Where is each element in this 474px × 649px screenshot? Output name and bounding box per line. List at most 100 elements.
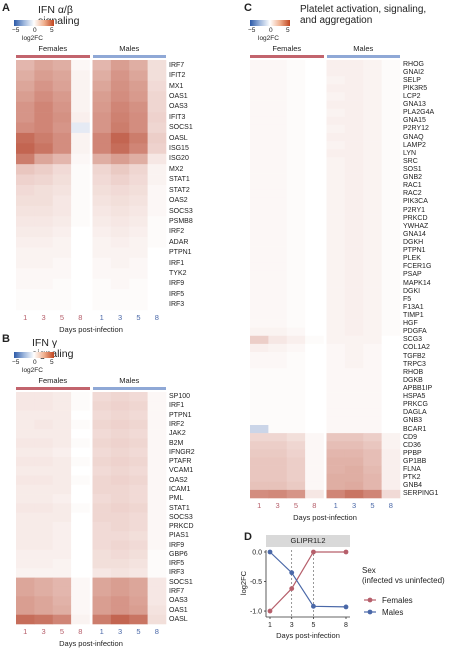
heatmap-cell [34, 257, 54, 269]
heatmap-cell [250, 327, 269, 337]
heatmap-cell [52, 484, 72, 495]
heatmap-cell [129, 122, 148, 134]
heatmap-cell [34, 456, 54, 467]
gene-label: RHOB [403, 368, 424, 376]
heatmap-cell [71, 392, 90, 402]
gene-label: IRF9 [169, 280, 185, 288]
gene-label: STAT1 [169, 504, 190, 512]
heatmap-cell [71, 70, 90, 82]
colorbar-tick: −5 [248, 27, 256, 34]
series-line-females [269, 551, 346, 612]
heatmap-cell [34, 278, 54, 290]
gene-label: FLNA [403, 466, 421, 474]
heatmap-cell [110, 475, 130, 486]
heatmap-cell [286, 327, 306, 337]
heatmap-cell [363, 270, 382, 280]
heatmap-cell [16, 586, 35, 597]
heatmap-cell [34, 91, 54, 102]
heatmap-cell [71, 475, 90, 486]
heatmap-cell [52, 185, 72, 196]
gene-label: ISG15 [169, 145, 189, 153]
series-point-females [311, 549, 316, 555]
heatmap-cell [52, 419, 72, 430]
heatmap-cell [250, 230, 269, 239]
heatmap-cell [305, 295, 324, 304]
heatmap-cell [16, 392, 35, 402]
heatmap-cell [268, 222, 288, 231]
gene-label: ADAR [169, 238, 189, 246]
heatmap-cell [326, 473, 346, 483]
heatmap-cell [71, 237, 90, 248]
heatmap-cell [129, 531, 148, 541]
heatmap-cell [16, 456, 35, 467]
heatmap-cell [129, 268, 148, 280]
heatmap-cell [326, 157, 346, 166]
heatmap-cell [305, 392, 324, 401]
heatmap-cell [363, 343, 382, 353]
heatmap-cell [92, 143, 112, 155]
heatmap-cell [110, 512, 130, 523]
heatmap-cell [326, 100, 346, 109]
day-tick-label: 3 [275, 501, 280, 510]
heatmap-cell [129, 447, 148, 458]
heatmap-cell [344, 124, 364, 134]
heatmap-cell [147, 257, 167, 269]
heatmap-cell [381, 165, 401, 174]
day-tick-label: 5 [136, 313, 141, 322]
gene-label: BCAR1 [403, 425, 427, 433]
heatmap-cell [305, 68, 324, 77]
gene-label: PTPN1 [403, 247, 426, 255]
gene-label: MX2 [169, 165, 184, 173]
heatmap-cell [52, 247, 72, 259]
heatmap-cell [286, 457, 306, 466]
heatmap-cell [52, 466, 72, 476]
heatmap-cell [363, 262, 382, 272]
heatmap-cell [363, 481, 382, 491]
heatmap-cell [92, 112, 112, 123]
heatmap-cell [147, 466, 167, 476]
heatmap-cell [110, 70, 130, 82]
heatmap-cell [250, 76, 269, 85]
heatmap-cell [52, 494, 72, 504]
heatmap-cell [71, 614, 90, 625]
heatmap-cell [147, 494, 167, 504]
heatmap-cell [52, 174, 72, 186]
heatmap-cell [110, 540, 130, 551]
heatmap-cell [147, 80, 167, 92]
heatmap-cell [286, 116, 306, 126]
heatmap-cell [363, 295, 382, 304]
heatmap-cell [286, 254, 306, 264]
day-tick-label: 3 [117, 313, 123, 322]
heatmap-cell [129, 429, 148, 439]
heatmap-cell [110, 466, 130, 476]
heatmap-title: IFN α/β signaling [38, 4, 80, 27]
heatmap-cell [16, 257, 35, 269]
heatmap-cell [52, 278, 72, 290]
heatmap-cell [305, 303, 324, 312]
x-axis-label: Days post-infection [276, 631, 340, 640]
heatmap-cell [305, 116, 324, 126]
heatmap-cell [147, 174, 167, 186]
gene-label: DGKI [403, 287, 421, 295]
heatmap-cell [34, 521, 54, 532]
heatmap-cell [110, 289, 130, 300]
group-label-females: Females [38, 376, 68, 385]
heatmap-cell [129, 153, 148, 165]
heatmap-cell [286, 473, 306, 483]
heatmap-cell [71, 80, 90, 92]
heatmap-cell [250, 441, 269, 450]
heatmap-cell [16, 122, 35, 134]
heatmap-cell [147, 503, 167, 513]
heatmap-cell [34, 185, 54, 196]
heatmap-cell [16, 143, 35, 155]
heatmap-cell [34, 60, 54, 71]
gene-label: F13A1 [403, 303, 424, 311]
heatmap-cell [250, 149, 269, 158]
heatmap-cell [34, 132, 54, 144]
heatmap-cell [16, 205, 35, 217]
heatmap-cell [34, 247, 54, 259]
heatmap-cell [110, 614, 130, 625]
heatmap-cell [250, 425, 269, 434]
heatmap-cell [381, 157, 401, 166]
heatmap-cell [52, 80, 72, 92]
